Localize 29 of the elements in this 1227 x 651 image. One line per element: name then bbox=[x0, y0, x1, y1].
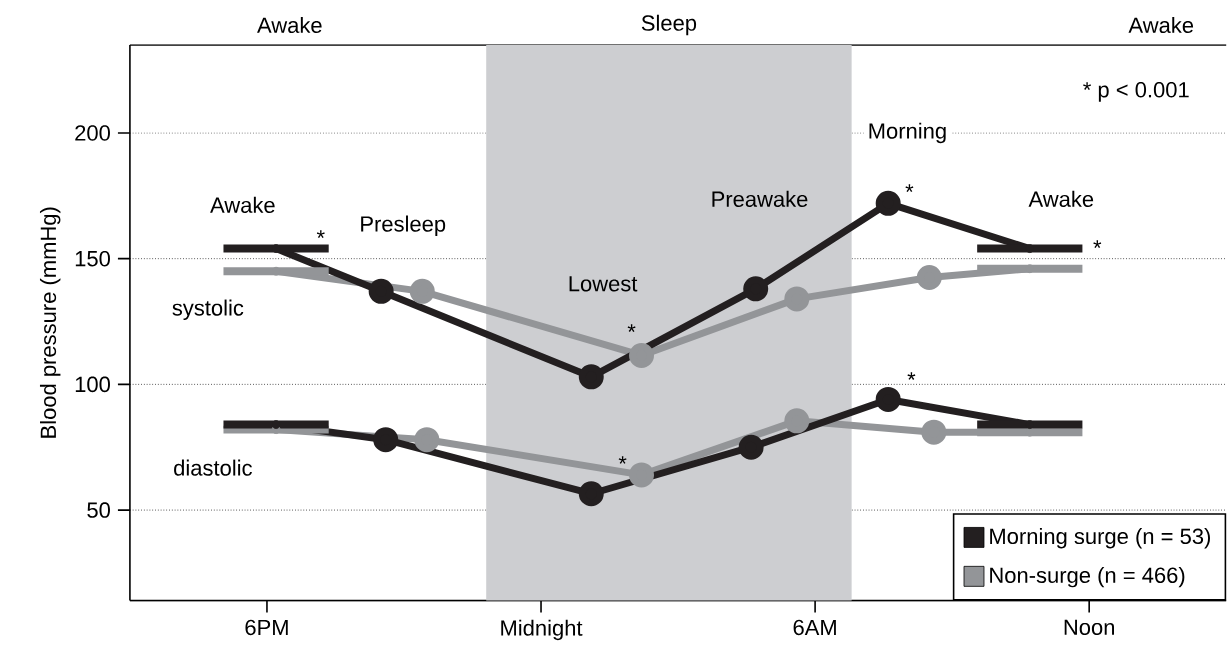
annotation: * bbox=[1093, 240, 1102, 249]
legend-label: Morning surge (n = 53) bbox=[990, 528, 1210, 549]
annotation: * bbox=[316, 230, 325, 239]
annotation: * bbox=[907, 372, 916, 381]
annotation: Morning bbox=[869, 122, 946, 144]
annotation: * bbox=[905, 184, 914, 193]
x-tick-label: 6PM bbox=[245, 619, 288, 636]
y-tick-label: 100 bbox=[75, 376, 110, 393]
annotation: diastolic bbox=[174, 459, 252, 476]
text: Awake bbox=[257, 17, 322, 34]
text: Awake bbox=[1128, 17, 1194, 34]
annotation: Presleep bbox=[361, 215, 446, 237]
annotation: Awake bbox=[210, 197, 275, 214]
annotation: * p < 0.001 bbox=[1083, 82, 1189, 103]
legend-label: Non-surge (n = 466) bbox=[990, 567, 1185, 588]
x-tick-label: 6AM bbox=[793, 619, 836, 636]
y-tick-label: 150 bbox=[75, 251, 110, 267]
annotation: systolic bbox=[172, 299, 244, 321]
annotation: Preawake bbox=[712, 191, 808, 208]
annotation: * bbox=[627, 324, 636, 333]
annotation: Awake bbox=[1028, 191, 1094, 208]
x-tick-label: Midnight bbox=[501, 619, 583, 641]
band-label: Sleep bbox=[641, 14, 697, 36]
y-tick-label: 50 bbox=[87, 502, 110, 519]
annotation: * bbox=[618, 456, 627, 465]
x-tick-label: Noon bbox=[1064, 619, 1114, 636]
y-axis-title: Blood pressure (mmHg) bbox=[39, 207, 61, 438]
y-tick-label: 200 bbox=[75, 125, 110, 141]
annotation: Lowest bbox=[569, 276, 638, 292]
